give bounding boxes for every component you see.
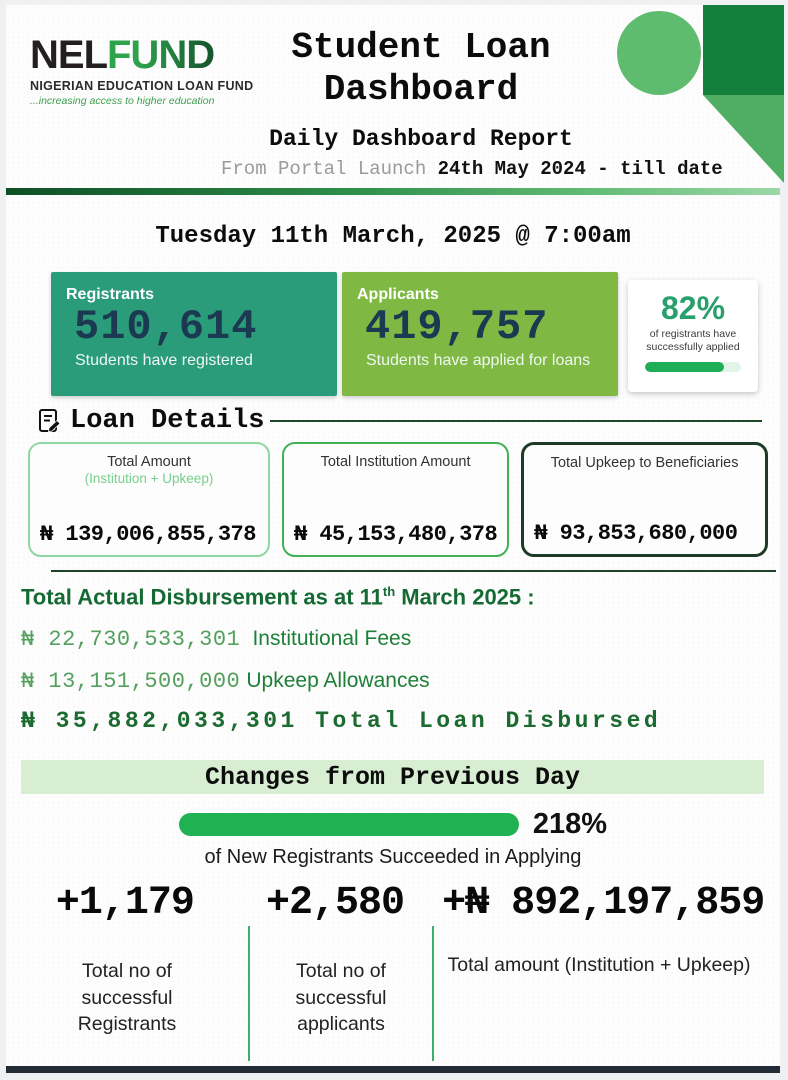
total-amount-subtitle: (Institution + Upkeep) — [84, 471, 214, 486]
upkeep-amount-value: ₦ 93,853,680,000 — [534, 521, 738, 546]
institutional-fees-row: ₦ 22,730,533,301 Institutional Fees — [21, 625, 780, 652]
applied-rate-caption: of registrants have successfully applied — [646, 328, 740, 354]
delta-registrants-label: Total no of successful Registrants — [77, 960, 177, 1035]
delta-amount-label: Total amount (Institution + Upkeep) — [447, 954, 751, 977]
delta-applicants-label-cell: Total no of successful applicants — [248, 926, 434, 1062]
upkeep-amount-title: Total Upkeep to Beneficiaries — [550, 455, 739, 471]
institution-amount-value: ₦ 45,153,480,378 — [293, 522, 498, 547]
launch-range: 24th May 2024 - till date — [437, 157, 723, 180]
institution-amount-card: Total Institution Amount ₦ 45,153,480,37… — [281, 442, 510, 557]
delta-applicants-label: Total no of successful applicants — [295, 960, 387, 1035]
nelfund-logo: NELFUND NIGERIAN EDUCATION LOAN FUND ...… — [30, 35, 260, 107]
registrants-caption: Students have registered — [75, 352, 253, 370]
loan-cards-row: Total Amount (Institution + Upkeep) ₦ 13… — [28, 442, 768, 557]
delta-values-row: +1,179 +2,580 +₦ 892,197,859 — [6, 881, 780, 926]
report-subtitle: Daily Dashboard Report — [269, 125, 573, 152]
changes-progress-row: 218% — [6, 808, 780, 841]
header: NELFUND NIGERIAN EDUCATION LOAN FUND ...… — [6, 5, 784, 188]
total-amount-title: Total Amount — [107, 454, 191, 470]
logo-tagline: ...increasing access to higher education — [30, 95, 215, 107]
header-divider — [6, 188, 780, 195]
decorative-circle — [617, 11, 701, 95]
total-loan-disbursed-line: ₦ 35,882,033,301 Total Loan Disbursed — [21, 708, 662, 735]
page-title: Student Loan Dashboard — [291, 27, 551, 111]
registrants-value: 510,614 — [74, 303, 258, 351]
delta-applicants-value: +2,580 — [266, 881, 405, 927]
loan-details-title: Loan Details — [70, 406, 265, 436]
applicants-value: 419,757 — [365, 303, 549, 351]
changes-band-title: Changes from Previous Day — [204, 762, 581, 792]
disbursement-divider — [51, 570, 776, 572]
total-amount-card: Total Amount (Institution + Upkeep) ₦ 13… — [28, 442, 270, 557]
applied-rate-progressbar — [645, 362, 741, 373]
applied-rate-progress-fill — [645, 362, 724, 373]
dashboard-page: NELFUND NIGERIAN EDUCATION LOAN FUND ...… — [6, 5, 784, 1073]
changes-progress-pill — [178, 813, 519, 837]
delta-labels-row: Total no of successful Registrants Total… — [6, 926, 780, 1062]
applicants-label: Applicants — [357, 286, 439, 303]
disbursement-heading: Total Actual Disbursement as at 11th Mar… — [21, 584, 780, 610]
changes-rate-value: 218% — [532, 808, 608, 841]
portal-launch-line: From Portal Launch 24th May 2024 - till … — [221, 157, 723, 180]
disbursement-section: Total Actual Disbursement as at 11th Mar… — [6, 584, 780, 734]
institutional-fees-label: Institutional Fees — [252, 627, 412, 651]
upkeep-allowances-amount: ₦ 13,151,500,000 — [21, 669, 241, 695]
delta-registrants-value: +1,179 — [55, 881, 195, 927]
stats-row: Registrants 510,614 Students have regist… — [6, 272, 780, 396]
applicants-caption: Students have applied for loans — [366, 352, 591, 370]
logo-wordmark: NELFUND — [30, 35, 260, 75]
upkeep-allowances-row: ₦ 13,151,500,000 Upkeep Allowances — [21, 667, 780, 694]
delta-amount-value: +₦ 892,197,859 — [442, 881, 765, 927]
logo-text-nel: NEL — [30, 33, 108, 77]
title-block: Student Loan Dashboard Daily Dashboard R… — [221, 27, 723, 180]
institution-amount-title: Total Institution Amount — [320, 454, 471, 470]
disbursement-heading-sup: th — [382, 584, 396, 599]
loan-details-rule — [270, 420, 762, 422]
delta-amount-label-cell: Total amount (Institution + Upkeep) — [434, 926, 764, 1061]
decorative-square — [703, 5, 784, 95]
delta-registrants-label-cell: Total no of successful Registrants — [6, 926, 248, 1061]
disbursement-heading-tail: March 2025 : — [395, 584, 535, 610]
registrants-card: Registrants 510,614 Students have regist… — [51, 272, 337, 396]
applied-rate-card: 82% of registrants have successfully app… — [628, 280, 758, 392]
registrants-label: Registrants — [66, 286, 155, 303]
applicants-card: Applicants 419,757 Students have applied… — [342, 272, 618, 396]
logo-text-fund: FUND — [107, 33, 215, 77]
upkeep-amount-card: Total Upkeep to Beneficiaries ₦ 93,853,6… — [521, 442, 768, 557]
changes-band: Changes from Previous Day — [21, 760, 764, 795]
bottom-bar — [6, 1066, 780, 1073]
document-edit-icon — [39, 409, 61, 433]
institutional-fees-amount: ₦ 22,730,533,301 — [21, 627, 241, 653]
logo-org-name: NIGERIAN EDUCATION LOAN FUND — [30, 79, 254, 93]
disbursement-heading-main: Total Actual Disbursement as at 11 — [21, 584, 383, 610]
launch-prefix: From Portal Launch — [221, 157, 438, 180]
applied-rate-value: 82% — [660, 290, 726, 326]
report-date-heading: Tuesday 11th March, 2025 @ 7:00am — [155, 223, 631, 250]
loan-details-header: Loan Details — [38, 406, 762, 436]
upkeep-allowances-label: Upkeep Allowances — [246, 669, 430, 693]
changes-rate-caption: of New Registrants Succeeded in Applying — [204, 846, 582, 869]
total-amount-value: ₦ 139,006,855,378 — [40, 522, 256, 547]
